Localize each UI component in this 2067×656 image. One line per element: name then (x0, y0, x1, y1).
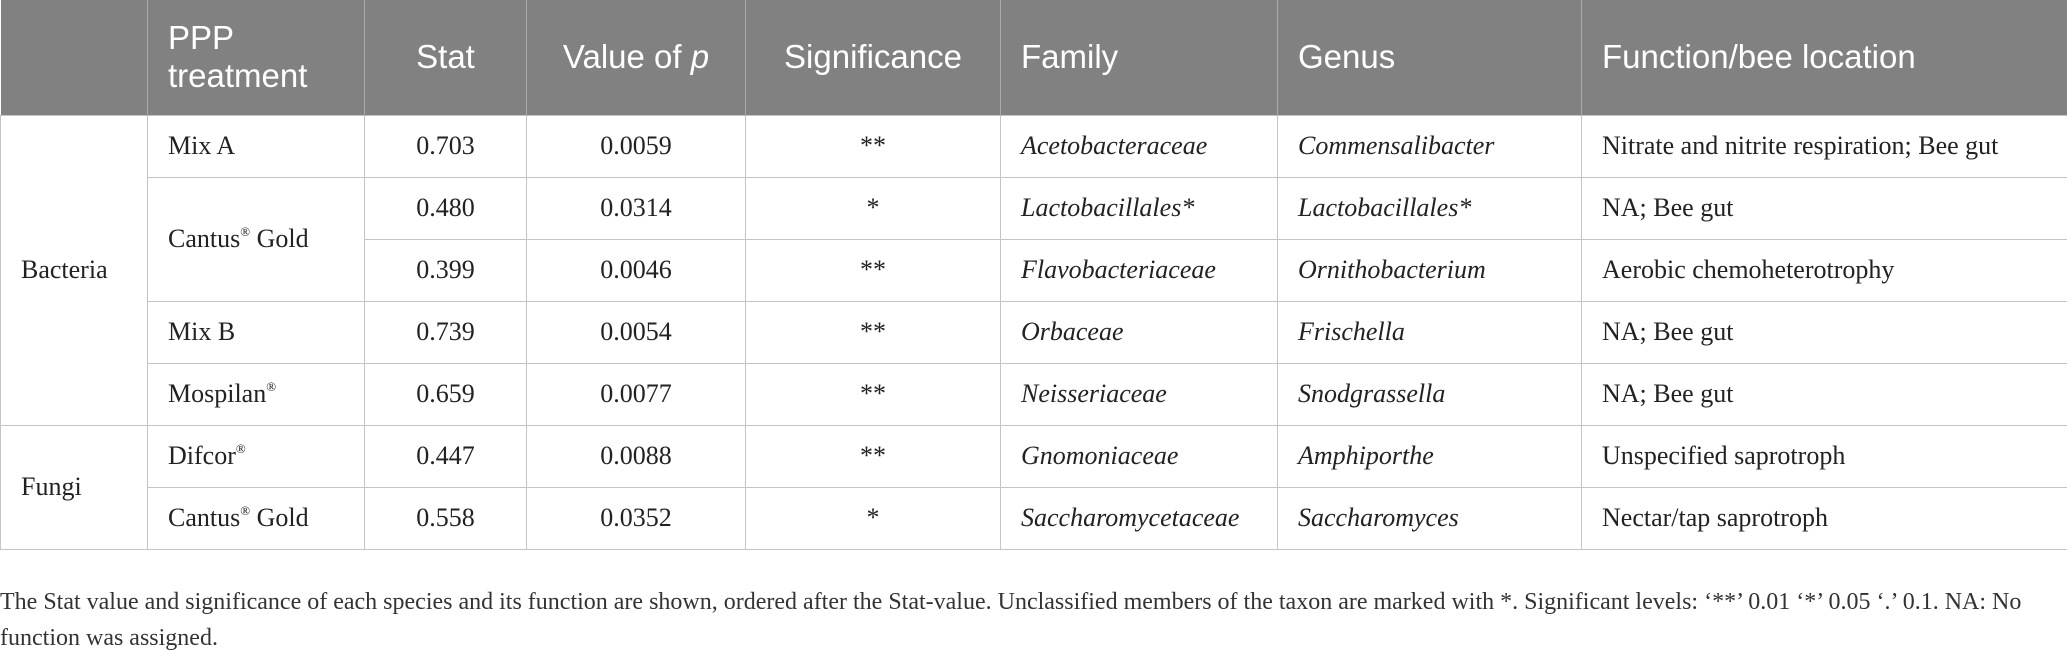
family-cell: Neisseriaceae (1001, 363, 1278, 425)
table-row: Fungi Difcor® 0.447 0.0088 ** Gnomoniace… (1, 425, 2067, 487)
genus-cell: Commensalibacter (1278, 115, 1582, 177)
registered-mark: ® (266, 379, 276, 394)
significance-cell: * (746, 177, 1001, 239)
header-group (1, 0, 148, 115)
family-cell: Lactobacillales* (1001, 177, 1278, 239)
header-treatment: PPP treatment (148, 0, 365, 115)
p-value-cell: 0.0054 (527, 301, 746, 363)
p-value-cell: 0.0352 (527, 487, 746, 549)
genus-cell: Lactobacillales* (1278, 177, 1582, 239)
function-cell: NA; Bee gut (1582, 301, 2067, 363)
header-significance: Significance (746, 0, 1001, 115)
stat-cell: 0.480 (365, 177, 527, 239)
p-value-cell: 0.0046 (527, 239, 746, 301)
p-value-cell: 0.0059 (527, 115, 746, 177)
header-p-letter: p (691, 38, 709, 75)
p-value-cell: 0.0077 (527, 363, 746, 425)
function-cell: NA; Bee gut (1582, 363, 2067, 425)
function-cell: Nitrate and nitrite respiration; Bee gut (1582, 115, 2067, 177)
table-row: Cantus® Gold 0.480 0.0314 * Lactobacilla… (1, 177, 2067, 239)
treatment-cell: Cantus® Gold (148, 487, 365, 549)
function-cell: NA; Bee gut (1582, 177, 2067, 239)
treatment-suffix: Gold (250, 503, 309, 532)
stat-cell: 0.447 (365, 425, 527, 487)
function-cell: Aerobic chemoheterotrophy (1582, 239, 2067, 301)
header-row: PPP treatment Stat Value of p Significan… (1, 0, 2067, 115)
treatment-name: Difcor (168, 441, 236, 470)
treatment-cell: Mix A (148, 115, 365, 177)
significance-cell: ** (746, 301, 1001, 363)
treatment-name: Cantus (168, 503, 240, 532)
header-genus: Genus (1278, 0, 1582, 115)
table-row: Mix B 0.739 0.0054 ** Orbaceae Frischell… (1, 301, 2067, 363)
family-cell: Flavobacteriaceae (1001, 239, 1278, 301)
treatment-cell: Difcor® (148, 425, 365, 487)
genus-cell: Amphiporthe (1278, 425, 1582, 487)
header-function: Function/bee location (1582, 0, 2067, 115)
genus-cell: Saccharomyces (1278, 487, 1582, 549)
group-fungi: Fungi (1, 425, 148, 549)
significance-cell: ** (746, 115, 1001, 177)
genus-cell: Ornithobacterium (1278, 239, 1582, 301)
family-cell: Saccharomycetaceae (1001, 487, 1278, 549)
stat-cell: 0.558 (365, 487, 527, 549)
family-cell: Acetobacteraceae (1001, 115, 1278, 177)
table-row: Mospilan® 0.659 0.0077 ** Neisseriaceae … (1, 363, 2067, 425)
p-value-cell: 0.0088 (527, 425, 746, 487)
stat-cell: 0.703 (365, 115, 527, 177)
header-p-value: Value of p (527, 0, 746, 115)
significance-cell: ** (746, 239, 1001, 301)
family-cell: Gnomoniaceae (1001, 425, 1278, 487)
indicator-species-table: PPP treatment Stat Value of p Significan… (0, 0, 2067, 550)
stat-cell: 0.659 (365, 363, 527, 425)
header-family: Family (1001, 0, 1278, 115)
treatment-cell: Mix B (148, 301, 365, 363)
significance-cell: * (746, 487, 1001, 549)
table-row: Bacteria Mix A 0.703 0.0059 ** Acetobact… (1, 115, 2067, 177)
group-bacteria: Bacteria (1, 115, 148, 425)
registered-mark: ® (236, 441, 246, 456)
significance-cell: ** (746, 425, 1001, 487)
genus-cell: Snodgrassella (1278, 363, 1582, 425)
stat-cell: 0.399 (365, 239, 527, 301)
treatment-cell: Cantus® Gold (148, 177, 365, 301)
table-row: Cantus® Gold 0.558 0.0352 * Saccharomyce… (1, 487, 2067, 549)
header-p-prefix: Value of (563, 38, 691, 75)
family-cell: Orbaceae (1001, 301, 1278, 363)
registered-mark: ® (240, 224, 250, 239)
treatment-name: Cantus (168, 224, 240, 253)
table-footnote: The Stat value and significance of each … (0, 584, 2060, 656)
header-stat: Stat (365, 0, 527, 115)
function-cell: Nectar/tap saprotroph (1582, 487, 2067, 549)
treatment-cell: Mospilan® (148, 363, 365, 425)
significance-cell: ** (746, 363, 1001, 425)
registered-mark: ® (240, 503, 250, 518)
treatment-name: Mospilan (168, 379, 266, 408)
p-value-cell: 0.0314 (527, 177, 746, 239)
genus-cell: Frischella (1278, 301, 1582, 363)
treatment-suffix: Gold (250, 224, 309, 253)
function-cell: Unspecified saprotroph (1582, 425, 2067, 487)
stat-cell: 0.739 (365, 301, 527, 363)
